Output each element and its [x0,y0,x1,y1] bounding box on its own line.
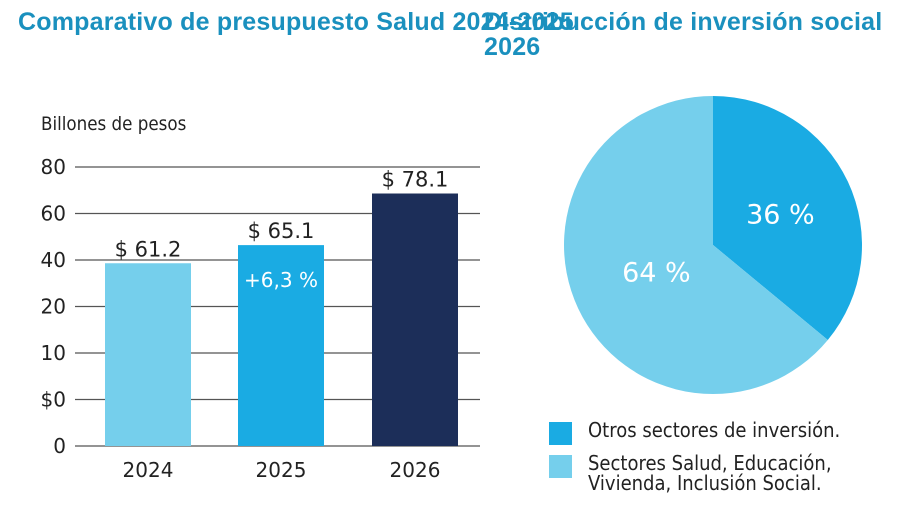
bar-value-label: $ 78.1 [382,168,449,192]
legend-label: Otros sectores de inversión. [588,418,841,442]
bar-chart: 0 $0 10 20 40 60 80 $ 61.2 2024 $ 65.1 2025 +6,3 % $… [41,155,480,482]
y-tick-label: 20 [41,295,66,319]
y-tick-label: 40 [41,248,66,272]
pie-slice-label: 64 % [622,258,691,289]
pie-chart-title: Distribucción de inversión social 2026 [484,10,900,60]
y-tick-label: 0 [53,434,66,458]
pie-chart-title-text: Distribucción de inversión social 2026 [484,8,883,61]
y-axis-label: Billones de pesos [41,113,187,135]
x-tick-label: 2026 [390,458,441,482]
pie-slice-0 [713,96,862,340]
bar-chart-title-text: Comparativo de presupuesto Salud 2024-20… [18,8,574,36]
pie-slice-1 [563,96,828,395]
bar-value-label: $ 61.2 [115,237,182,261]
y-tick-label: 80 [41,155,66,179]
pie-legend: Otros sectores de inversión. Sectores Sa… [549,420,900,501]
legend-label: Sectores Salud, Educación, Vivienda, Inc… [588,451,832,495]
y-tick-label: $0 [41,388,66,412]
legend-item-otros: Otros sectores de inversión. [549,420,900,445]
bar-2026 [372,193,458,446]
pie-slice-label: 36 % [746,199,815,230]
legend-swatch [549,455,572,478]
x-tick-label: 2024 [123,458,174,482]
bar-2025 [238,245,324,446]
bar-value-label: $ 65.1 [248,219,315,243]
legend-swatch [549,422,572,445]
bar-annotation: +6,3 % [244,268,318,292]
bar-chart-title: Comparativo de presupuesto Salud 2024-20… [18,10,574,35]
x-tick-label: 2025 [256,458,307,482]
y-tick-label: 10 [41,341,66,365]
legend-item-sectores: Sectores Salud, Educación, Vivienda, Inc… [549,453,900,493]
bar-2024 [105,263,191,446]
y-tick-label: 60 [41,202,66,226]
